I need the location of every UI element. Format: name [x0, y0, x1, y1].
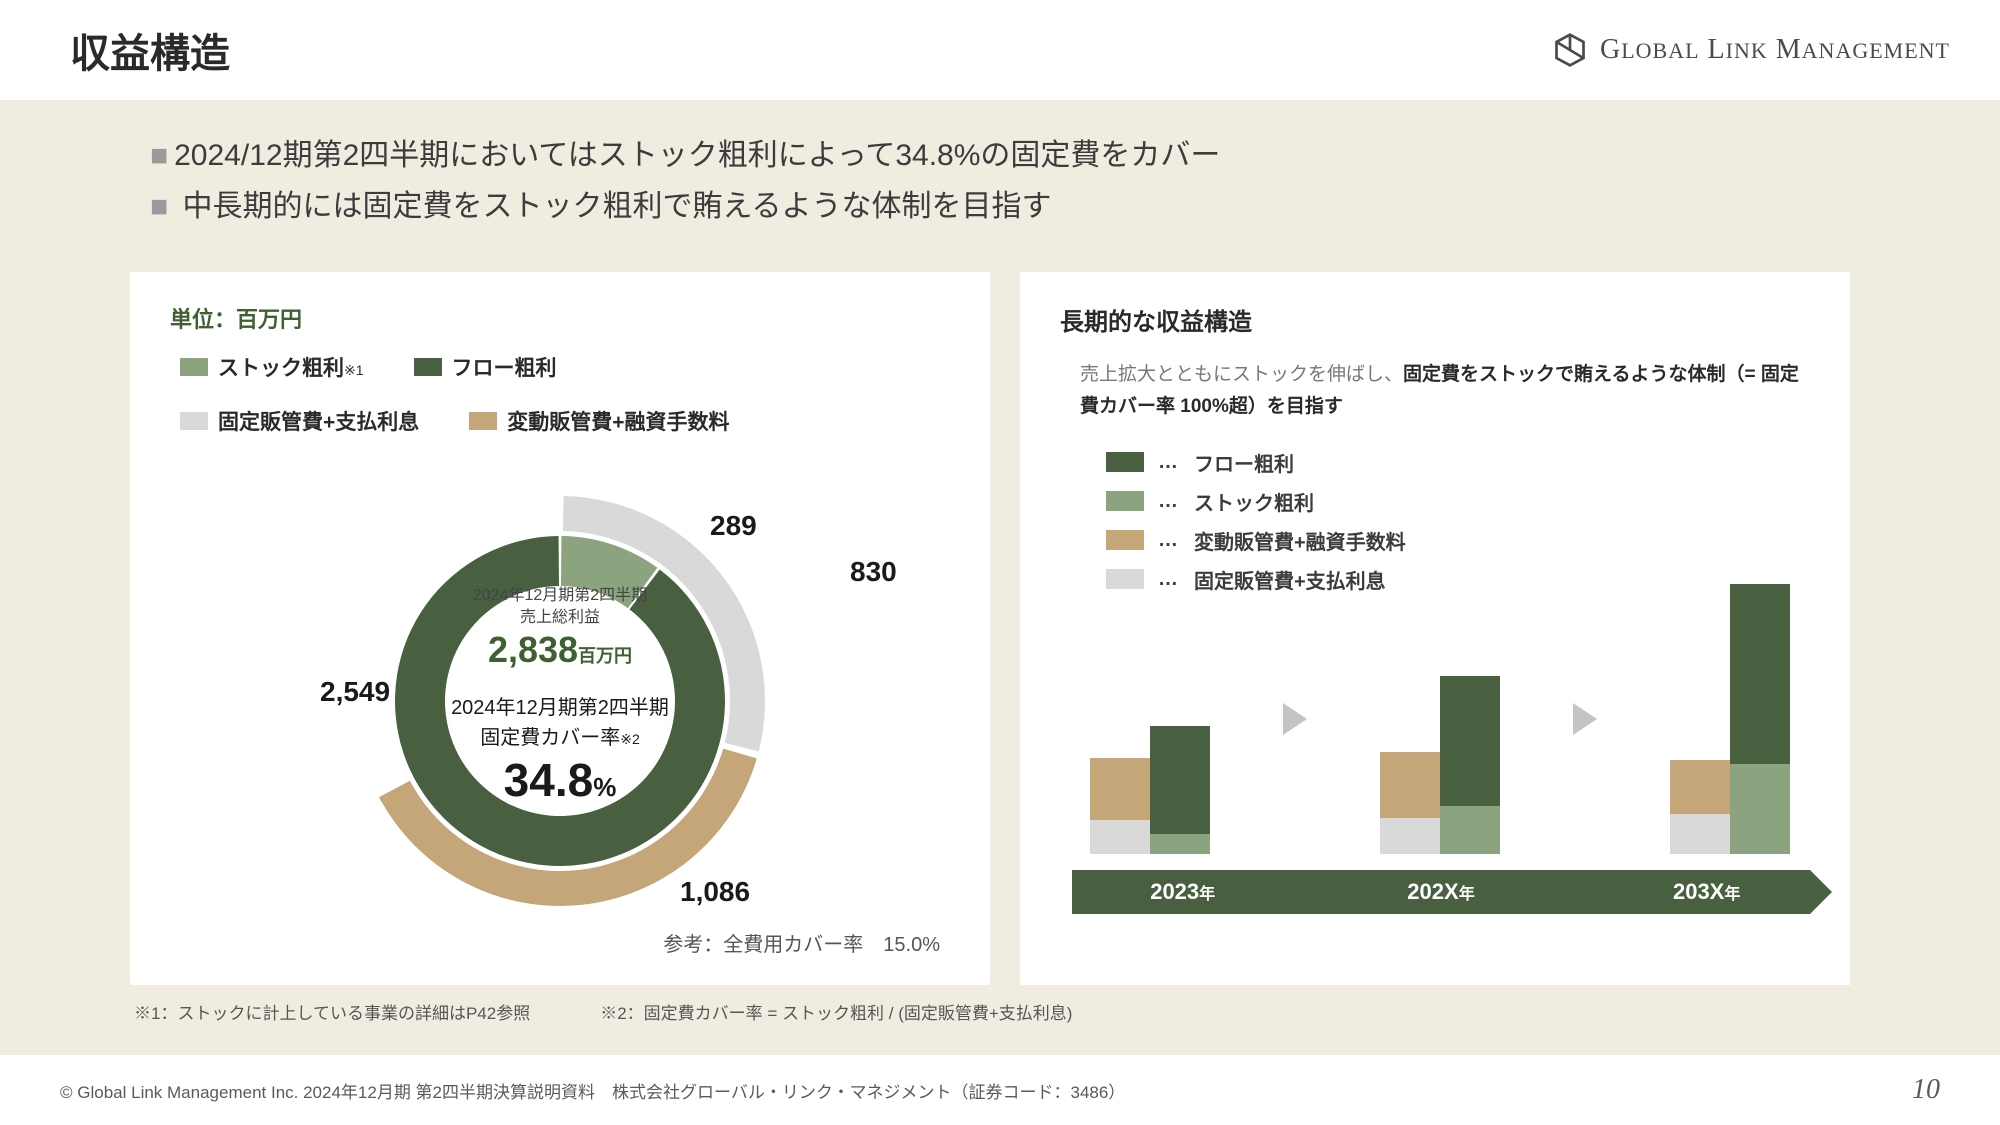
- right-panel: 長期的な収益構造 売上拡大とともにストックを伸ばし、固定費をストックで賄えるよう…: [1020, 272, 1850, 985]
- bar-segment: [1730, 584, 1790, 764]
- bullet-2: 中長期的には固定費をストック粗利で賄えるような体制を目指す: [150, 181, 1850, 232]
- legend-item-variable_cost: …変動販管費+融資手数料: [1106, 526, 1810, 555]
- axis-label: 203X年: [1673, 879, 1740, 905]
- brand-logo: GLOBAL LINK MANAGEMENT: [1552, 32, 1950, 68]
- bar-segment: [1440, 676, 1500, 806]
- bar-segment: [1380, 818, 1440, 854]
- arrow-icon: [1573, 703, 1597, 735]
- bar-segment: [1670, 814, 1730, 854]
- segment-label: 830: [850, 556, 897, 588]
- footer: © Global Link Management Inc. 2024年12月期 …: [0, 1055, 2000, 1125]
- bar-group-2023: [1090, 726, 1210, 854]
- footnote-2: ※2：固定費カバー率 = ストック粗利 / (固定販管費+支払利息): [600, 999, 1072, 1024]
- bar-segment: [1150, 726, 1210, 834]
- footnote-1: ※1：ストックに計上している事業の詳細はP42参照: [134, 999, 530, 1024]
- axis-label: 2023年: [1150, 879, 1215, 905]
- footnotes: ※1：ストックに計上している事業の詳細はP42参照 ※2：固定費カバー率 = ス…: [0, 985, 2000, 1024]
- bars-chart: 2023年 202X年 203X年: [1060, 624, 1810, 914]
- reference-text: 参考：全費用カバー率 15.0%: [170, 926, 950, 957]
- page-title: 収益構造: [70, 21, 230, 79]
- center-gross-label: 売上総利益: [410, 607, 710, 629]
- bullet-1: 2024/12期第2四半期においてはストック粗利によって34.8%の固定費をカバ…: [150, 130, 1850, 181]
- bar-segment: [1090, 758, 1150, 820]
- bar-segment: [1670, 760, 1730, 814]
- header: 収益構造 GLOBAL LINK MANAGEMENT: [0, 0, 2000, 100]
- right-legend: …フロー粗利…ストック粗利…変動販管費+融資手数料…固定販管費+支払利息: [1060, 448, 1810, 594]
- bar-segment: [1440, 806, 1500, 854]
- page-number: 10: [1912, 1074, 1940, 1106]
- left-legend: ストック粗利※1 フロー粗利固定販管費+支払利息 変動販管費+融資手数料: [180, 352, 950, 436]
- segment-label: 1,086: [680, 876, 750, 908]
- segment-label: 2,549: [320, 676, 390, 708]
- bar-group-203X: [1670, 584, 1790, 854]
- brand-icon: [1552, 32, 1588, 68]
- center-cover-value: 34.8%: [410, 753, 710, 807]
- bar-segment: [1380, 752, 1440, 818]
- legend-item-flow_gross: フロー粗利: [414, 352, 557, 382]
- donut-center: 2024年12月期第2四半期 売上総利益 2,838百万円 2024年12月期第…: [410, 585, 710, 808]
- center-period: 2024年12月期第2四半期: [410, 585, 710, 607]
- axis-label: 202X年: [1407, 879, 1474, 905]
- panels: 単位：百万円 ストック粗利※1 フロー粗利固定販管費+支払利息 変動販管費+融資手数…: [0, 252, 2000, 985]
- legend-item-stock_gross: …ストック粗利: [1106, 487, 1810, 516]
- center-cover-title: 2024年12月期第2四半期 固定費カバー率※2: [410, 693, 710, 753]
- donut-chart: 2024年12月期第2四半期 売上総利益 2,838百万円 2024年12月期第…: [170, 466, 950, 926]
- arrow-icon: [1283, 703, 1307, 735]
- left-panel: 単位：百万円 ストック粗利※1 フロー粗利固定販管費+支払利息 変動販管費+融資手数…: [130, 272, 990, 985]
- axis-banner: 2023年 202X年 203X年: [1072, 870, 1810, 914]
- bullet-list: 2024/12期第2四半期においてはストック粗利によって34.8%の固定費をカバ…: [0, 100, 2000, 252]
- bar-segment: [1090, 820, 1150, 854]
- bar-segment: [1150, 834, 1210, 854]
- legend-item-variable_cost: 変動販管費+融資手数料: [469, 406, 729, 436]
- unit-label: 単位：百万円: [170, 302, 950, 334]
- center-gross-value: 2,838百万円: [410, 629, 710, 671]
- copyright: © Global Link Management Inc. 2024年12月期 …: [60, 1078, 1125, 1103]
- right-panel-title: 長期的な収益構造: [1060, 302, 1810, 337]
- bar-group-202X: [1380, 676, 1500, 854]
- segment-label: 289: [710, 510, 757, 542]
- right-panel-desc: 売上拡大とともにストックを伸ばし、固定費をストックで賄えるような体制（= 固定費…: [1060, 359, 1810, 424]
- bar-segment: [1730, 764, 1790, 854]
- legend-item-stock_gross: ストック粗利※1: [180, 352, 364, 382]
- legend-item-flow_gross: …フロー粗利: [1106, 448, 1810, 477]
- legend-item-fixed_cost: 固定販管費+支払利息: [180, 406, 419, 436]
